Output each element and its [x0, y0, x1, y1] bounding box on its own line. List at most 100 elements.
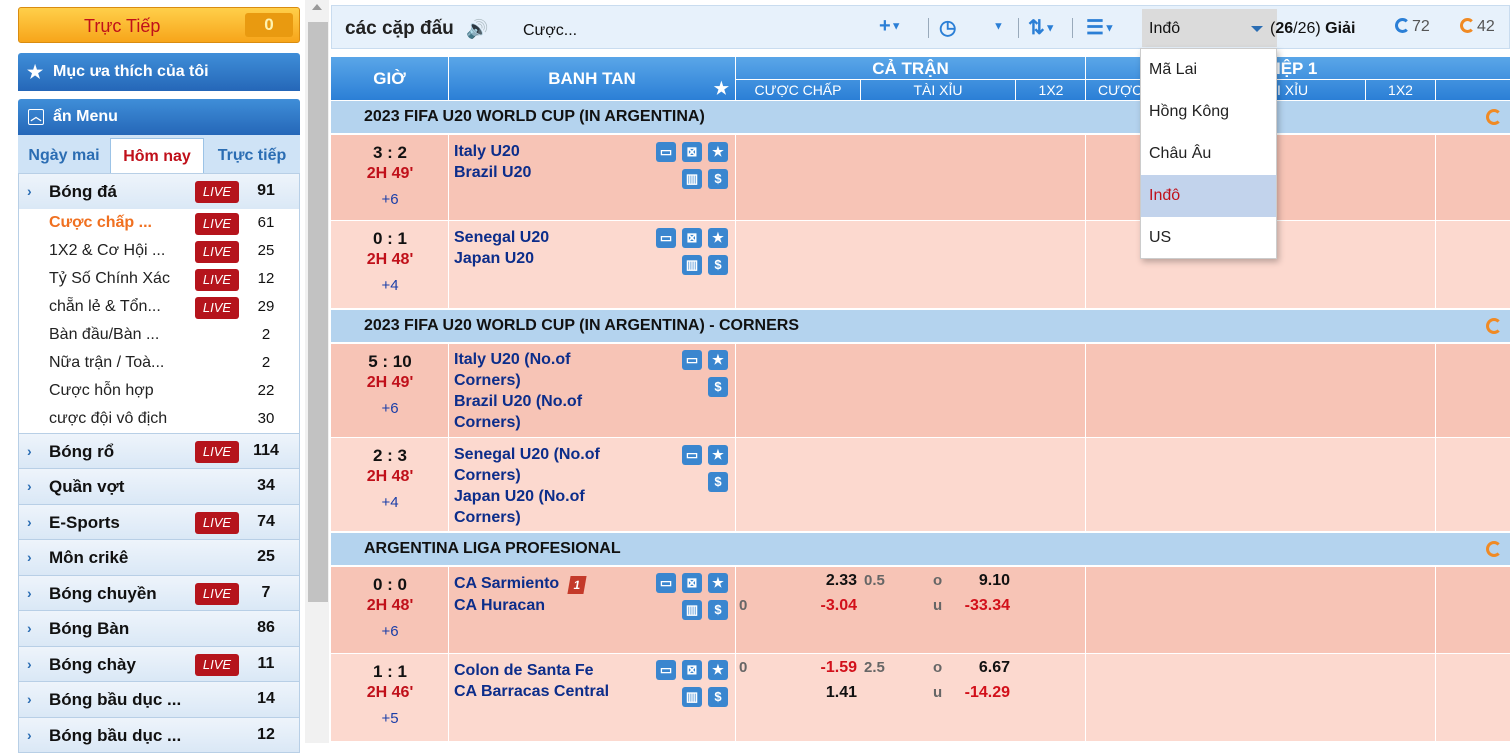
sport-item[interactable]: › Bóng chày LIVE 11 [19, 645, 299, 681]
tv-icon[interactable]: ▭ [682, 350, 702, 370]
field-icon[interactable]: ⊠ [682, 228, 702, 248]
field-icon[interactable]: ⊠ [682, 573, 702, 593]
league-header[interactable]: 2023 FIFA U20 WORLD CUP (IN ARGENTINA) -… [331, 309, 1510, 342]
odds-option-euro[interactable]: Châu Âu [1149, 145, 1212, 162]
handicap-away-odds[interactable]: 1.41 [825, 684, 857, 701]
clock-icon[interactable]: ◷ [939, 17, 957, 39]
stats-icon[interactable]: ▥ [682, 687, 702, 707]
star-icon[interactable]: ★ [713, 79, 729, 98]
refresh-live-button[interactable]: 72 [1395, 18, 1430, 36]
star-icon[interactable]: ★ [708, 660, 728, 680]
more-bets-link[interactable]: +6 [381, 623, 399, 640]
bet-type-item[interactable]: Nữa trận / Toà... 2 [19, 348, 299, 377]
more-bets-link[interactable]: +6 [381, 400, 399, 417]
star-icon[interactable]: ★ [708, 573, 728, 593]
scroll-up-icon[interactable] [312, 4, 322, 10]
bet-type-item[interactable]: Cược hỗn hợp 22 [19, 376, 299, 405]
league-header[interactable]: 2023 FIFA U20 WORLD CUP (IN ARGENTINA) [331, 100, 1510, 133]
over-odds[interactable]: 9.10 [978, 572, 1010, 589]
bet-type-count: 22 [257, 381, 275, 399]
more-bets-link[interactable]: +4 [381, 277, 399, 294]
tab-today[interactable]: Hôm nay [110, 138, 204, 173]
league-count[interactable]: (26/26) Giải [1270, 20, 1356, 37]
under-marker: u [933, 597, 943, 614]
match-row: 2 : 3 2H 48' +4 Senegal U20 (No.of Corne… [331, 437, 1510, 531]
refresh-icon[interactable] [1486, 109, 1502, 125]
handicap-away-odds[interactable]: -3.04 [820, 597, 857, 614]
sport-item[interactable]: › Quần vợt 34 [19, 468, 299, 504]
bet-type-item[interactable]: 1X2 & Cơ Hội ... LIVE 25 [19, 236, 299, 265]
odds-option-malay[interactable]: Mã Lai [1149, 61, 1198, 78]
handicap-home-odds[interactable]: 2.33 [825, 572, 857, 589]
sport-item[interactable]: › Bóng bầu dục ... 12 [19, 716, 299, 752]
star-icon[interactable]: ★ [708, 445, 728, 465]
bet-type-item[interactable]: Cược chấp ... LIVE 61 [19, 208, 299, 237]
col-full-time: CẢ TRẬN CƯỢC CHẤP TÀI XỈU 1X2 [736, 57, 1086, 100]
sport-item[interactable]: › Bóng Bàn 86 [19, 610, 299, 646]
more-bets-link[interactable]: +5 [381, 710, 399, 727]
league-count-selected: 26 [1275, 20, 1294, 37]
dollar-icon[interactable]: $ [708, 687, 728, 707]
sport-item[interactable]: › Bóng chuyền LIVE 7 [19, 574, 299, 610]
toolbar: các cặp đấu 🔊 Cược... +▼ ◷ ▼ ⇅▼ ☰▼ Inđô … [331, 5, 1510, 49]
more-bets-link[interactable]: +4 [381, 494, 399, 511]
tv-icon[interactable]: ▭ [656, 660, 676, 680]
bet-type-item[interactable]: chẵn lẻ & Tổn... LIVE 29 [19, 292, 299, 321]
dollar-icon[interactable]: $ [708, 255, 728, 275]
favorites-button[interactable]: ★ Mục ưa thích của tôi [18, 53, 300, 91]
tv-icon[interactable]: ▭ [656, 228, 676, 248]
sport-item[interactable]: › Bóng đá LIVE 91 [19, 173, 299, 209]
under-odds[interactable]: -14.29 [964, 684, 1010, 701]
away-team: CA Huracan [454, 597, 545, 614]
scrollbar[interactable] [305, 0, 329, 743]
over-odds[interactable]: 6.67 [978, 659, 1010, 676]
star-icon[interactable]: ★ [708, 228, 728, 248]
field-icon[interactable]: ⊠ [682, 142, 702, 162]
chevron-right-icon: › [27, 584, 32, 601]
bet-type-item[interactable]: Bàn đầu/Bàn ... 2 [19, 320, 299, 349]
odds-option-hongkong[interactable]: Hồng Kông [1149, 103, 1230, 120]
sport-item[interactable]: › Môn crikê 25 [19, 539, 299, 575]
dollar-icon[interactable]: $ [708, 377, 728, 397]
tv-icon[interactable]: ▭ [656, 142, 676, 162]
over-marker: o [933, 572, 943, 589]
refresh-icon[interactable] [1486, 318, 1502, 334]
chevron-down-icon[interactable]: ▼ [993, 20, 1004, 33]
under-odds[interactable]: -33.34 [964, 597, 1010, 614]
tab-tomorrow[interactable]: Ngày mai [28, 147, 100, 164]
stats-icon[interactable]: ▥ [682, 255, 702, 275]
odds-option-us[interactable]: US [1149, 229, 1172, 246]
sort-icon[interactable]: ⇅▼ [1028, 17, 1056, 39]
col-over-under-h1: I XỈU [1211, 80, 1366, 100]
live-button[interactable]: Trực Tiếp 0 [18, 7, 300, 43]
hide-menu-button[interactable]: ︿ ẩn Menu [18, 99, 300, 135]
bet-type-item[interactable]: Tỷ Số Chính Xác LIVE 12 [19, 264, 299, 293]
dollar-icon[interactable]: $ [708, 600, 728, 620]
star-icon[interactable]: ★ [708, 350, 728, 370]
sport-item[interactable]: › Bóng bầu dục ... 14 [19, 681, 299, 717]
speaker-icon[interactable]: 🔊 [466, 19, 489, 39]
stats-icon[interactable]: ▥ [682, 169, 702, 189]
refresh-icon[interactable] [1486, 541, 1502, 557]
handicap-home-odds[interactable]: -1.59 [820, 659, 857, 676]
scroll-thumb[interactable] [308, 22, 328, 602]
tv-icon[interactable]: ▭ [656, 573, 676, 593]
more-bets-link[interactable]: +6 [381, 191, 399, 208]
refresh-today-button[interactable]: 42 [1460, 18, 1495, 36]
field-icon[interactable]: ⊠ [682, 660, 702, 680]
odds-type-select[interactable]: Inđô [1142, 9, 1277, 47]
tab-live[interactable]: Trực tiếp [217, 147, 287, 164]
league-header[interactable]: ARGENTINA LIGA PROFESIONAL [331, 532, 1510, 565]
bet-type-label[interactable]: Cược... [523, 22, 578, 39]
sport-item[interactable]: › E-Sports LIVE 74 [19, 503, 299, 539]
tv-icon[interactable]: ▭ [682, 445, 702, 465]
star-icon[interactable]: ★ [708, 142, 728, 162]
sport-item[interactable]: › Bóng rổ LIVE 114 [19, 432, 299, 468]
bet-type-item[interactable]: cược đội vô địch 30 [19, 404, 299, 433]
dollar-icon[interactable]: $ [708, 169, 728, 189]
add-icon[interactable]: +▼ [879, 15, 902, 37]
list-icon[interactable]: ☰▼ [1086, 17, 1115, 39]
dollar-icon[interactable]: $ [708, 472, 728, 492]
stats-icon[interactable]: ▥ [682, 600, 702, 620]
odds-option-indo[interactable]: Inđô [1141, 175, 1276, 217]
